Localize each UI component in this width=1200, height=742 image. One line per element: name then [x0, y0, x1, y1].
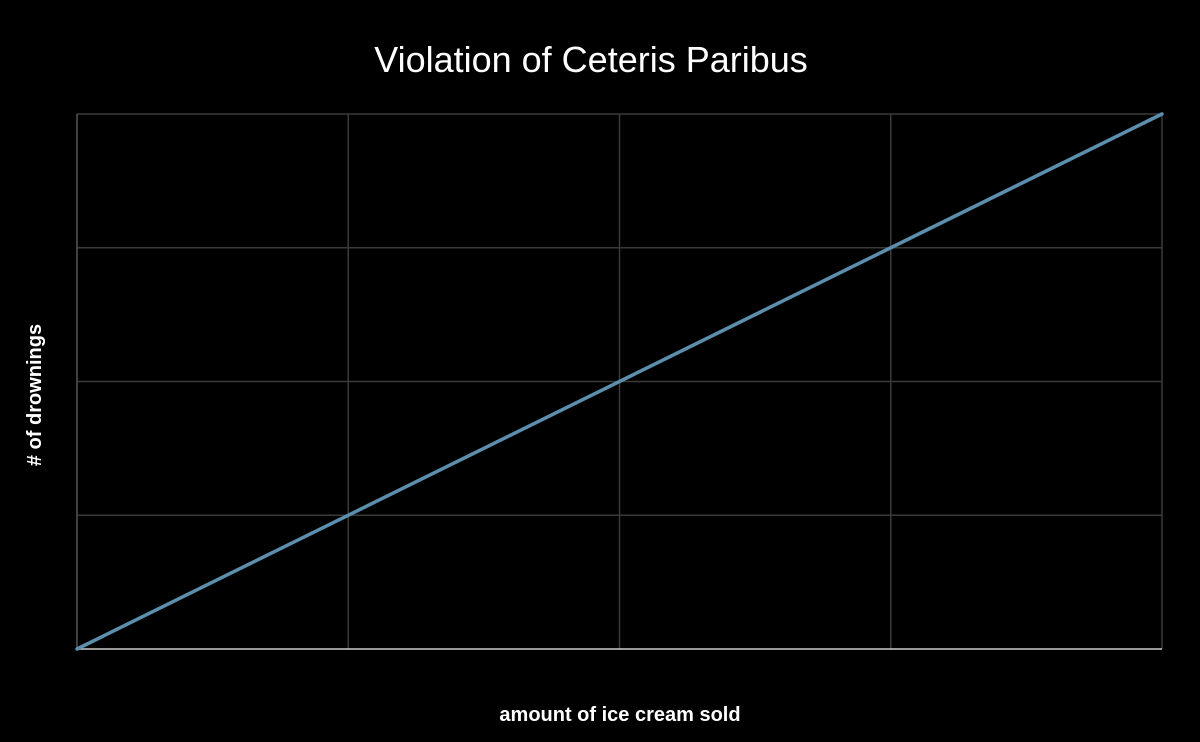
- x-axis-label: amount of ice cream sold: [499, 704, 740, 726]
- series-line-1: [75, 112, 1164, 651]
- chart-title: Violation of Ceteris Paribus: [374, 39, 808, 80]
- series-layer: [75, 112, 1164, 651]
- axes: [76, 114, 1162, 650]
- y-axis-label: # of drownings: [24, 324, 46, 466]
